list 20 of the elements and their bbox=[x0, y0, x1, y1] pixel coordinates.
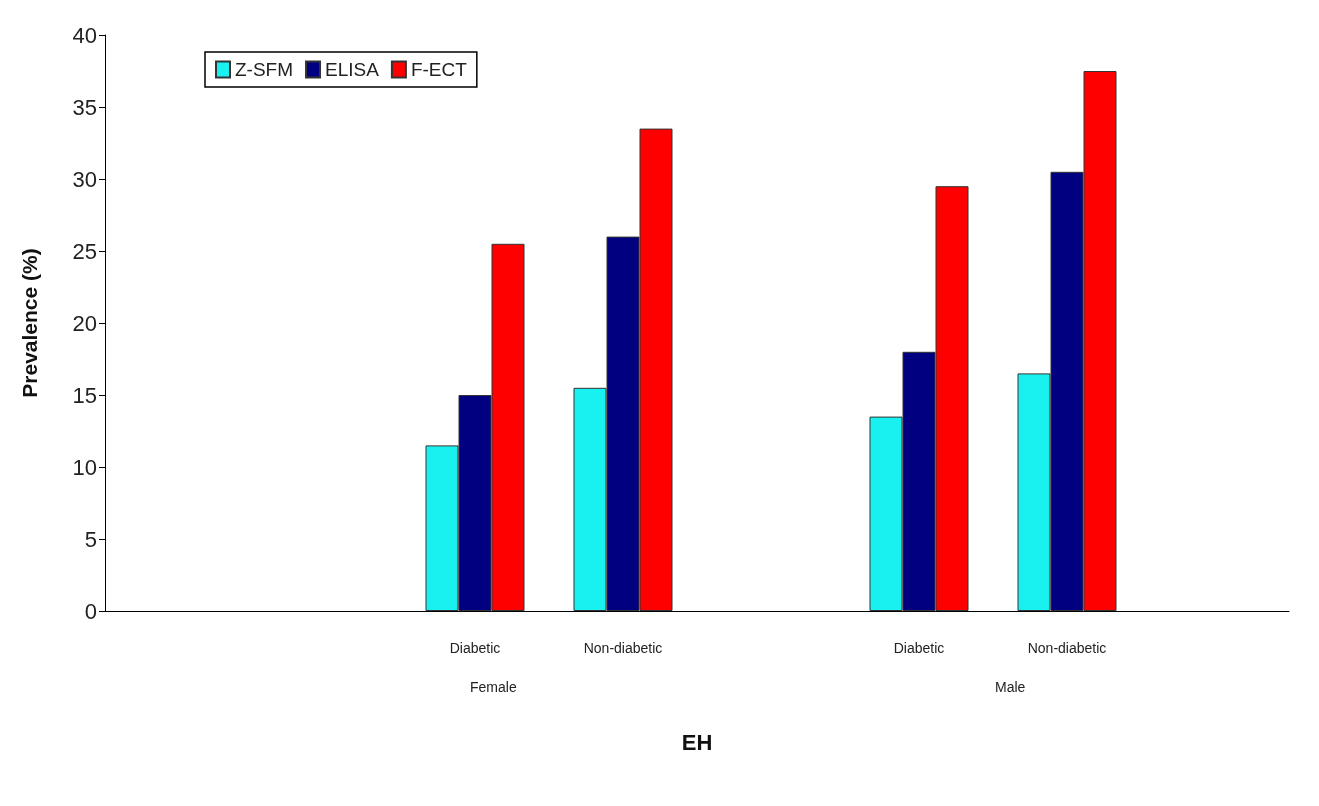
y-tick-label: 0 bbox=[84, 598, 97, 624]
x-tick-label: Non-diabetic bbox=[1027, 640, 1107, 656]
legend-label: ELISA bbox=[325, 59, 380, 80]
legend-label: F-ECT bbox=[410, 59, 468, 80]
y-tick-label: 25 bbox=[72, 238, 97, 264]
legend-label: Z-SFM bbox=[235, 59, 294, 80]
x-tick-label: Diabetic bbox=[449, 640, 501, 656]
y-tick-label: 5 bbox=[84, 526, 97, 552]
y-tick-label: 35 bbox=[72, 94, 97, 120]
y-tick-label: 40 bbox=[72, 22, 97, 48]
text: Male bbox=[994, 679, 1026, 695]
y-tick-label: 20 bbox=[72, 310, 97, 336]
x-axis-title: EH bbox=[681, 729, 713, 755]
y-tick-label: 10 bbox=[72, 454, 97, 480]
x-tick-label: Diabetic bbox=[893, 640, 945, 656]
x-tick-label: Non-diabetic bbox=[583, 640, 663, 656]
y-axis-title: Prevalence (%) bbox=[18, 248, 41, 398]
y-tick-label: 30 bbox=[72, 166, 97, 192]
text: Female bbox=[470, 679, 517, 695]
y-tick-label: 15 bbox=[72, 382, 97, 408]
